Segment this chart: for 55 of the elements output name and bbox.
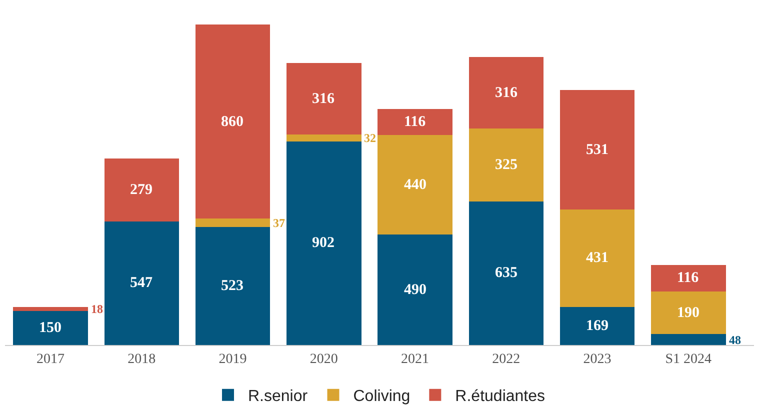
bar xyxy=(560,306,635,345)
data-label: 635 xyxy=(495,265,518,281)
bar xyxy=(378,109,452,136)
data-label: 116 xyxy=(404,114,426,130)
x-tick-label: 2019 xyxy=(218,352,247,367)
x-tick-label: S1 2024 xyxy=(665,352,712,367)
legend-label: R.senior xyxy=(248,388,308,406)
data-label: 531 xyxy=(586,142,608,158)
data-label: 523 xyxy=(221,278,244,294)
data-label: 902 xyxy=(312,235,334,251)
bar xyxy=(468,128,544,202)
x-tick-label: 2023 xyxy=(583,352,612,367)
data-label: 48 xyxy=(729,333,741,347)
data-label: 325 xyxy=(495,157,518,173)
x-tick-label: 2018 xyxy=(128,352,156,367)
bar xyxy=(560,210,635,307)
bar xyxy=(195,218,270,227)
data-label: 150 xyxy=(39,320,62,336)
bar xyxy=(651,334,726,345)
bar xyxy=(286,141,362,345)
data-label: 190 xyxy=(677,305,700,321)
data-label: 316 xyxy=(495,85,518,101)
data-label: 860 xyxy=(221,114,244,130)
legend-label: R.étudiantes xyxy=(455,388,546,406)
data-label: 316 xyxy=(312,91,335,107)
x-tick-label: 2022 xyxy=(492,352,520,367)
bar xyxy=(286,134,362,142)
data-label: 490 xyxy=(404,282,426,298)
bar xyxy=(560,90,635,210)
data-label: 547 xyxy=(130,275,153,291)
bar xyxy=(378,234,452,345)
bar xyxy=(104,158,180,222)
bar xyxy=(468,202,544,345)
bar xyxy=(104,222,180,345)
data-label: 279 xyxy=(130,182,152,198)
data-label: 169 xyxy=(586,318,608,334)
legend-label: Coliving xyxy=(353,388,410,406)
bar xyxy=(13,311,88,345)
x-tick-label: 2017 xyxy=(36,352,65,367)
x-tick-label: 2021 xyxy=(401,352,430,367)
x-tick-label: 2020 xyxy=(310,352,338,367)
data-label: 37 xyxy=(273,216,285,230)
data-label: 116 xyxy=(677,270,700,286)
bar xyxy=(195,227,270,345)
data-label: 32 xyxy=(364,131,376,145)
bar xyxy=(651,291,726,334)
bar xyxy=(378,135,452,234)
data-label: 18 xyxy=(91,302,103,316)
data-label: 440 xyxy=(404,177,426,193)
bar xyxy=(13,307,88,312)
bar xyxy=(195,24,270,219)
data-label: 431 xyxy=(586,250,608,266)
bar xyxy=(651,265,726,292)
bar xyxy=(286,62,362,134)
bar xyxy=(468,57,544,128)
